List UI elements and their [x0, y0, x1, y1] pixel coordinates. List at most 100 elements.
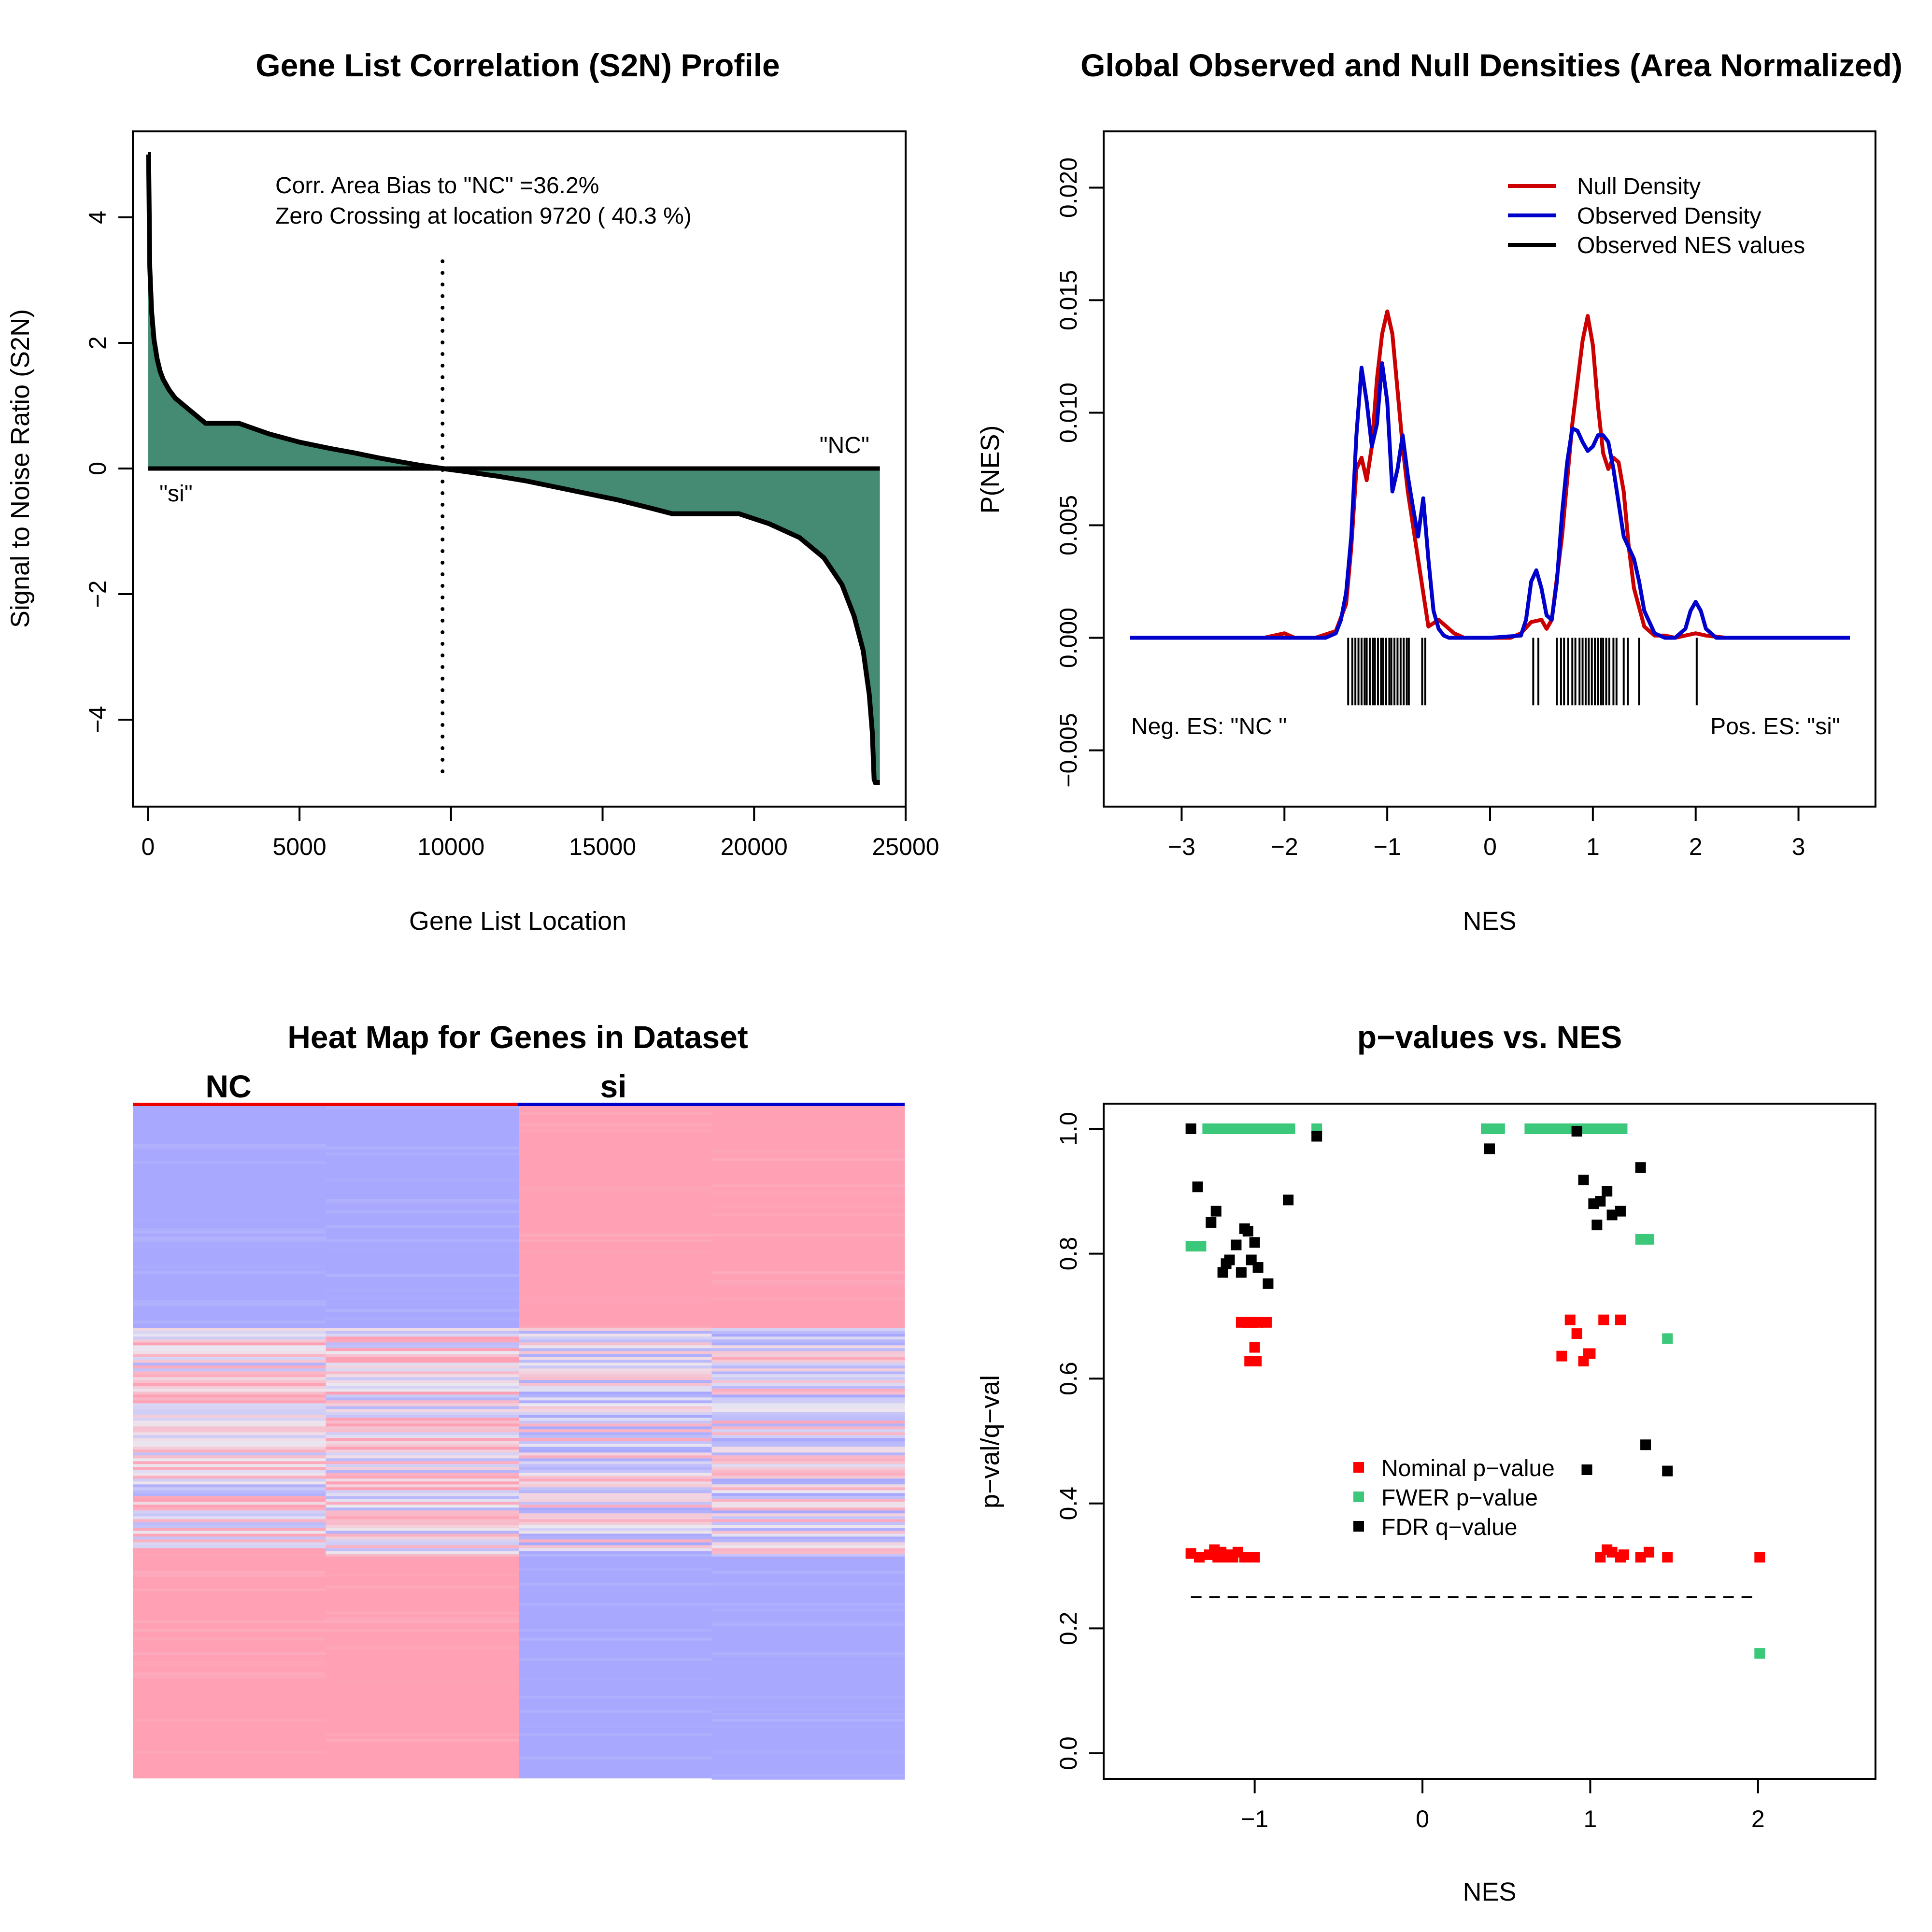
heatmap-row-stripe: [519, 1397, 712, 1401]
heatmap-row-stripe: [133, 1336, 326, 1340]
legend-observed-label: Observed Density: [1577, 203, 1762, 229]
s2n-y-label: Signal to Noise Ratio (S2N): [6, 309, 35, 628]
heatmap-row-stripe: [711, 1268, 905, 1271]
fdr-q-point: [1662, 1465, 1673, 1477]
heatmap-row-stripe: [519, 1348, 712, 1351]
heatmap-group-bar-nc: [133, 1103, 518, 1106]
heatmap-row-stripe: [519, 1629, 712, 1632]
heatmap-row-stripe: [519, 1484, 712, 1488]
heatmap-row-stripe: [133, 1426, 326, 1430]
heatmap-row-stripe: [133, 1345, 326, 1349]
density-x-ticks: −3 −2 −1 0 1 2 3: [1168, 806, 1805, 860]
si-end-label: "si": [159, 481, 193, 507]
heatmap-row-stripe: [711, 1478, 905, 1482]
heatmap-row-stripe: [326, 1432, 519, 1435]
heatmap-row-stripe: [326, 1525, 519, 1528]
fdr-q-point: [1263, 1278, 1274, 1289]
heatmap-row-stripe: [326, 1568, 519, 1571]
heatmap-row-stripe: [519, 1626, 712, 1629]
heatmap-row-stripe: [133, 1371, 326, 1375]
density-y-tick-label: 0.015: [1055, 270, 1082, 330]
heatmap-row-stripe: [711, 1516, 905, 1520]
heatmap-row-stripe: [519, 1695, 712, 1699]
heatmap-row-stripe: [326, 1245, 519, 1248]
heatmap-row-stripe: [133, 1406, 326, 1409]
pvalue-x-tick-label: −1: [1241, 1805, 1268, 1833]
heatmap-row-stripe: [133, 1161, 326, 1164]
fwer-p-point: [1754, 1648, 1765, 1659]
heatmap-row-stripe: [711, 1363, 905, 1366]
heatmap-row-stripe: [133, 1571, 326, 1574]
heatmap-row-stripe: [711, 1719, 905, 1722]
heatmap-row-stripe: [133, 1351, 326, 1354]
heatmap-row-stripe: [711, 1339, 905, 1343]
heatmap-row-stripe: [133, 1421, 326, 1424]
heatmap-row-stripe: [711, 1493, 905, 1496]
heatmap-row-stripe: [519, 1588, 712, 1591]
heatmap-row-stripe: [326, 1392, 519, 1395]
heatmap-row-stripe: [326, 1447, 519, 1450]
heatmap-row-stripe: [711, 1219, 905, 1222]
heatmap-row-stripe: [326, 1403, 519, 1406]
heatmap-row-stripe: [519, 1719, 712, 1722]
heatmap-row-stripe: [711, 1421, 905, 1424]
heatmap-row-stripe: [133, 1187, 326, 1190]
heatmap-row-stripe: [133, 1481, 326, 1485]
heatmap-row-stripe: [326, 1452, 519, 1456]
heatmap-row-stripe: [711, 1121, 905, 1123]
heatmap-row-stripe: [519, 1374, 712, 1378]
heatmap-row-stripe: [711, 1334, 905, 1337]
fdr-q-point: [1192, 1181, 1203, 1193]
heatmap-row-stripe: [519, 1579, 712, 1583]
heatmap-row-stripe: [519, 1429, 712, 1433]
nominal-p-point: [1261, 1317, 1272, 1328]
heatmap-row-stripe: [711, 1551, 905, 1554]
heatmap-row-stripe: [326, 1444, 519, 1447]
heatmap-row-stripe: [133, 1152, 326, 1155]
heatmap-row-stripe: [326, 1611, 519, 1615]
heatmap-row-stripe: [326, 1328, 519, 1331]
heatmap-row-stripe: [326, 1225, 519, 1228]
heatmap-row-stripe: [326, 1351, 519, 1354]
heatmap-row-stripe: [326, 1545, 519, 1548]
heatmap-row-stripe: [711, 1519, 905, 1522]
heatmap-row-stripe: [519, 1351, 712, 1354]
heatmap-row-stripe: [133, 1412, 326, 1415]
heatmap-row-stripe: [711, 1582, 905, 1586]
density-y-tick-label: 0.010: [1055, 383, 1082, 443]
heatmap-row-stripe: [519, 1418, 712, 1421]
heatmap-row-stripe: [519, 1383, 712, 1386]
heatmap-row-stripe: [519, 1600, 712, 1603]
fwer-p-point: [1617, 1123, 1628, 1134]
heatmap-row-stripe: [519, 1280, 712, 1283]
heatmap-row-stripe: [133, 1334, 326, 1337]
nominal-p-point: [1249, 1342, 1260, 1353]
area-bias-note: Corr. Area Bias to "NC" =36.2%: [275, 173, 599, 199]
heatmap-row-stripe: [519, 1519, 712, 1522]
heatmap-row-stripe: [519, 1452, 712, 1456]
heatmap-row-stripe: [326, 1239, 519, 1242]
pvalue-plot-frame: [1103, 1103, 1876, 1780]
heatmap-row-stripe: [711, 1710, 905, 1713]
pvalue-y-tick-label: 0.2: [1055, 1612, 1082, 1646]
heatmap-row-stripe: [711, 1776, 905, 1780]
heatmap-row-stripe: [133, 1640, 326, 1644]
heatmap-row-stripe: [519, 1435, 712, 1438]
fwer-p-point: [1635, 1234, 1646, 1245]
heatmap-row-stripe: [133, 1265, 326, 1268]
heatmap-row-stripe: [326, 1213, 519, 1216]
heatmap-row-stripe: [711, 1467, 905, 1470]
heatmap-row-stripe: [133, 1112, 326, 1115]
heatmap-row-stripe: [519, 1394, 712, 1398]
heatmap-row-stripe: [133, 1559, 326, 1563]
heatmap-row-stripe: [133, 1502, 326, 1505]
heatmap-row-stripe: [133, 1716, 326, 1719]
heatmap-row-stripe: [519, 1470, 712, 1473]
heatmap-row-stripe: [326, 1507, 519, 1511]
heatmap-row-stripe: [133, 1300, 326, 1303]
heatmap-row-stripe: [326, 1634, 519, 1638]
heatmap-row-stripe: [326, 1318, 519, 1321]
heatmap-row-stripe: [326, 1380, 519, 1383]
heatmap-row-stripe: [711, 1513, 905, 1517]
